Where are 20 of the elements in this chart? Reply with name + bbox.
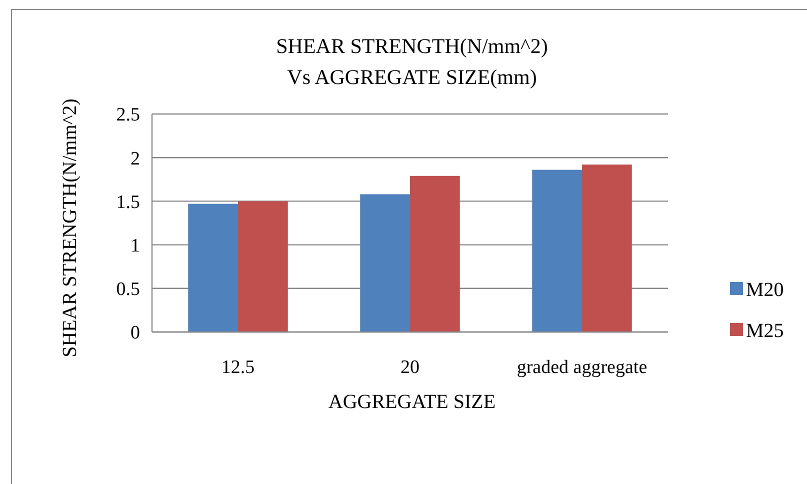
bar	[188, 204, 238, 332]
y-tick-label: 0	[130, 322, 140, 344]
x-tick-label: graded aggregate	[516, 357, 648, 378]
legend-label: M20	[746, 279, 784, 301]
bar	[360, 194, 410, 332]
y-tick-label: 1.5	[116, 192, 140, 213]
x-tick-label: 12.5	[221, 357, 255, 378]
chart-title: SHEAR STRENGTH(N/mm^2) Vs AGGREGATE SIZE(mm)	[276, 34, 548, 89]
bar	[410, 176, 460, 332]
y-tick-label: 1	[130, 235, 140, 256]
bar	[582, 164, 632, 332]
y-tick-label: 2.5	[116, 104, 140, 126]
y-axis-title: SHEAR STRENGTH(N/mm^2)	[59, 98, 81, 358]
y-tick-label: 0.5	[116, 279, 140, 300]
y-tick-label: 2	[130, 148, 140, 170]
x-tick-label: 20	[400, 357, 420, 378]
legend-label: M25	[746, 320, 784, 342]
bar	[532, 170, 582, 332]
x-axis-title: AGGREGATE SIZE	[328, 391, 496, 413]
bar	[238, 201, 288, 332]
